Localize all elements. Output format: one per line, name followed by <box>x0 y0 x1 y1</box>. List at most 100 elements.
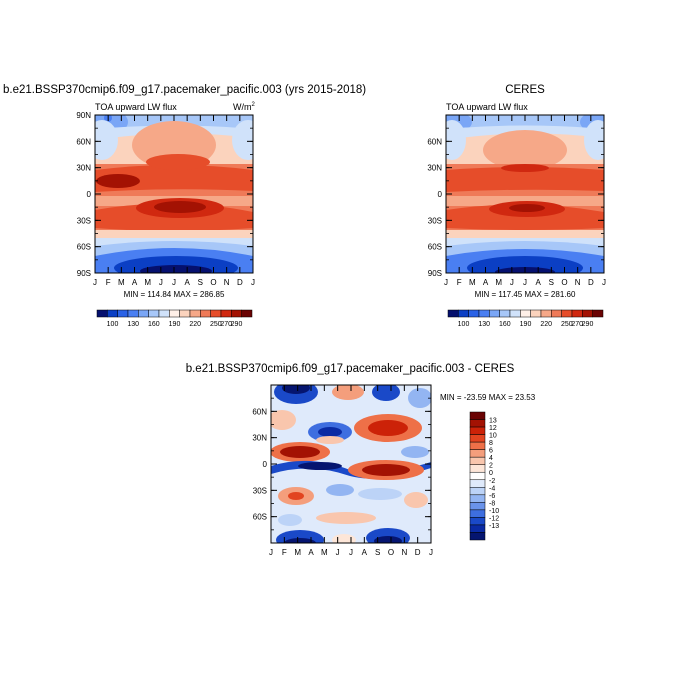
panel-c-y-axis: 60N 30N 0 30S 60S <box>252 384 431 544</box>
field-blob <box>288 492 304 500</box>
colorbar-label: 10 <box>489 433 497 440</box>
colorbar-swatch <box>469 411 486 420</box>
x-tick-label: J <box>269 548 273 557</box>
field-band <box>446 167 604 192</box>
colorbar-label: 190 <box>520 321 532 328</box>
colorbar-swatch <box>210 309 222 318</box>
panel-b-min-max: MIN = 117.45 MAX = 281.60 <box>475 290 576 299</box>
colorbar-swatch <box>169 309 180 318</box>
y-tick-label: 0 <box>263 460 268 469</box>
colorbar-label: -8 <box>489 500 495 507</box>
field-blob <box>374 536 402 543</box>
colorbar-swatch <box>469 426 486 435</box>
x-tick-label: J <box>444 278 448 287</box>
colorbar-label: -13 <box>489 523 499 530</box>
colorbar-label: 220 <box>540 321 552 328</box>
colorbar-swatch <box>592 309 604 318</box>
panel-a-variable-label: TOA upward LW flux <box>95 102 177 112</box>
x-tick-label: J <box>93 278 97 287</box>
y-tick-label: 60S <box>428 243 442 252</box>
colorbar-label: 290 <box>231 321 243 328</box>
field-blob <box>401 446 429 458</box>
x-tick-label: J <box>510 278 514 287</box>
colorbar-swatch <box>469 487 486 496</box>
colorbar-label: 220 <box>189 321 201 328</box>
colorbar-swatch <box>478 309 490 318</box>
colorbar-label: -2 <box>489 478 495 485</box>
colorbar-swatch <box>447 309 459 318</box>
field-blob <box>95 120 118 160</box>
colorbar-swatch <box>489 309 500 318</box>
panel-a-contour-field <box>95 115 253 273</box>
x-tick-label: J <box>251 278 255 287</box>
colorbar-swatch <box>220 309 232 318</box>
field-band <box>446 230 604 238</box>
field-blob <box>298 462 342 470</box>
y-tick-label: 30N <box>427 164 442 173</box>
x-tick-label: A <box>308 548 314 557</box>
colorbar-swatch <box>469 479 486 488</box>
x-tick-label: D <box>415 548 421 557</box>
colorbar-label: 130 <box>478 321 490 328</box>
field-blob <box>280 446 320 458</box>
colorbar-swatch <box>469 419 486 428</box>
colorbar-label: -6 <box>489 493 495 500</box>
x-tick-label: N <box>401 548 407 557</box>
field-blob <box>372 385 400 401</box>
x-tick-label: J <box>429 548 433 557</box>
field-blob <box>140 265 212 273</box>
y-tick-label: 30N <box>252 434 267 443</box>
x-tick-label: S <box>198 278 203 287</box>
y-tick-label: 60S <box>253 513 267 522</box>
colorbar-swatch <box>469 441 486 450</box>
colorbar-swatch <box>200 309 211 318</box>
colorbar-label: 270 <box>220 321 232 328</box>
colorbar-swatch <box>158 309 170 318</box>
x-tick-label: O <box>210 278 216 287</box>
panel-a-units-text: W/m <box>233 102 252 112</box>
x-tick-label: J <box>602 278 606 287</box>
field-blob <box>584 120 604 160</box>
field-band <box>446 196 604 206</box>
field-blob <box>509 204 545 212</box>
field-blob <box>326 484 354 496</box>
field-blob <box>318 427 342 437</box>
y-tick-label: 90N <box>76 111 91 120</box>
colorbar-swatch <box>107 309 118 318</box>
colorbar-label: 190 <box>169 321 181 328</box>
colorbar-swatch <box>469 532 486 541</box>
colorbar-swatch <box>469 471 486 481</box>
colorbar-swatch <box>520 309 531 318</box>
y-tick-label: 0 <box>438 190 443 199</box>
panel-b-contour-field <box>446 115 604 273</box>
x-tick-label: F <box>282 548 287 557</box>
x-tick-label: J <box>159 278 163 287</box>
colorbar-swatch <box>469 494 486 503</box>
colorbar-swatch <box>231 309 242 318</box>
y-tick-label: 90S <box>77 269 91 278</box>
colorbar-label: 100 <box>458 321 470 328</box>
colorbar-label: 100 <box>107 321 119 328</box>
x-tick-label: A <box>483 278 489 287</box>
colorbar-swatch <box>469 502 486 511</box>
panel-c-min-max: MIN = -23.59 MAX = 23.53 <box>440 393 536 402</box>
colorbar-label: 0 <box>489 470 493 477</box>
colorbar-swatch <box>469 517 486 526</box>
colorbar-label: -10 <box>489 508 499 515</box>
y-tick-label: 60S <box>77 243 91 252</box>
panel-a-y-axis: 90N 60N 30N 0 30S 60S 90S <box>76 111 253 278</box>
field-blob <box>154 201 206 213</box>
colorbar-swatch <box>117 309 129 318</box>
colorbar-label: 250 <box>210 321 222 328</box>
panel-c-title: b.e21.BSSP370cmip6.f09_g17.pacemaker_pac… <box>186 363 515 375</box>
colorbar-swatch <box>540 309 552 318</box>
x-tick-label: A <box>132 278 138 287</box>
y-tick-label: 30S <box>77 216 91 225</box>
field-blob <box>501 164 549 172</box>
field-blob <box>358 488 402 500</box>
